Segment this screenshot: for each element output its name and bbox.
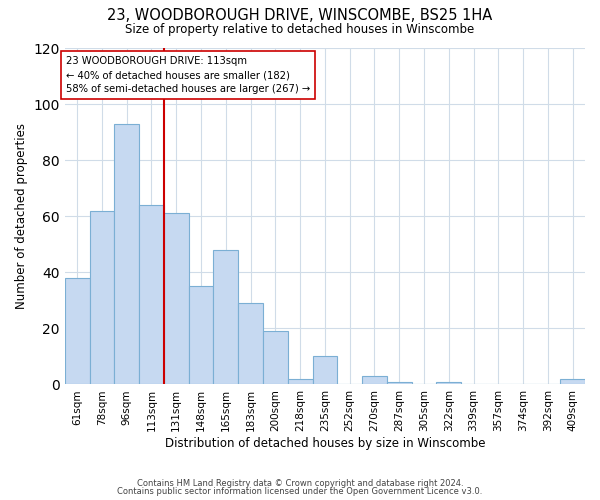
Bar bbox=[188, 286, 214, 384]
Text: 23, WOODBOROUGH DRIVE, WINSCOMBE, BS25 1HA: 23, WOODBOROUGH DRIVE, WINSCOMBE, BS25 1… bbox=[107, 8, 493, 22]
Bar bbox=[65, 278, 89, 384]
Bar bbox=[362, 376, 387, 384]
Bar bbox=[139, 205, 164, 384]
Bar bbox=[560, 379, 585, 384]
Text: Contains HM Land Registry data © Crown copyright and database right 2024.: Contains HM Land Registry data © Crown c… bbox=[137, 478, 463, 488]
Bar bbox=[164, 214, 188, 384]
Bar bbox=[436, 382, 461, 384]
Bar bbox=[313, 356, 337, 384]
Bar bbox=[387, 382, 412, 384]
Bar bbox=[89, 210, 115, 384]
Bar bbox=[263, 331, 288, 384]
X-axis label: Distribution of detached houses by size in Winscombe: Distribution of detached houses by size … bbox=[164, 437, 485, 450]
Y-axis label: Number of detached properties: Number of detached properties bbox=[15, 123, 28, 309]
Bar bbox=[214, 250, 238, 384]
Bar bbox=[115, 124, 139, 384]
Bar bbox=[288, 379, 313, 384]
Text: 23 WOODBOROUGH DRIVE: 113sqm
← 40% of detached houses are smaller (182)
58% of s: 23 WOODBOROUGH DRIVE: 113sqm ← 40% of de… bbox=[66, 56, 310, 94]
Text: Size of property relative to detached houses in Winscombe: Size of property relative to detached ho… bbox=[125, 22, 475, 36]
Text: Contains public sector information licensed under the Open Government Licence v3: Contains public sector information licen… bbox=[118, 487, 482, 496]
Bar bbox=[238, 303, 263, 384]
